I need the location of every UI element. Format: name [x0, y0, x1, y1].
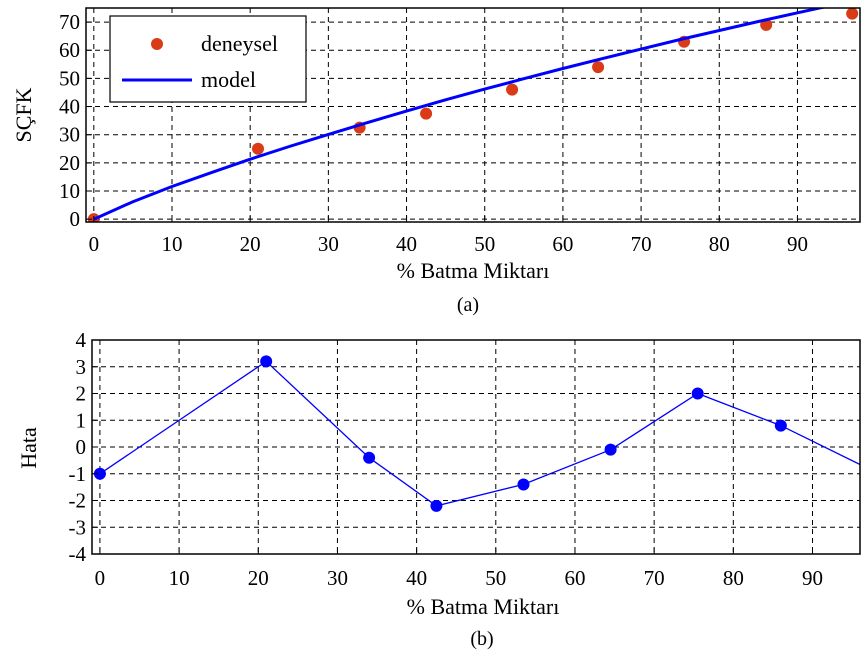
chart-b-caption: (b) — [470, 628, 493, 650]
chart-a-x-tick-label: 20 — [240, 232, 261, 256]
chart-b-error-point — [430, 499, 443, 512]
chart-b-y-tick-label: -2 — [69, 489, 87, 513]
chart-b-error-point — [93, 467, 106, 480]
chart-b-x-tick-label: 90 — [802, 566, 823, 590]
chart-b-error-point — [260, 355, 273, 368]
chart-a-x-tick-label: 0 — [89, 232, 100, 256]
legend-box — [109, 15, 307, 103]
chart-b-grid — [92, 339, 860, 555]
chart-b-x-tick-label: 60 — [564, 566, 585, 590]
chart-a-point-deneysel — [846, 8, 859, 20]
chart-b-error-point — [517, 478, 530, 491]
chart-a: 0 10 20 30 40 50 60 70 80 90 0 10 20 30 40 50 60 70 % Bat… — [11, 7, 861, 316]
chart-b-error-line — [99, 360, 860, 507]
chart-a-y-tick-label: 50 — [59, 66, 80, 90]
chart-a-point-deneysel — [592, 61, 605, 74]
chart-a-y-tick-label: 60 — [59, 38, 80, 62]
chart-a-x-label: % Batma Miktarı — [397, 258, 550, 283]
chart-b-y-tick-label: -1 — [69, 462, 87, 486]
chart-a-y-tick-label: 10 — [59, 179, 80, 203]
chart-b-x-tick-label: 80 — [723, 566, 744, 590]
chart-b-error-point — [774, 419, 787, 432]
chart-b-y-tick-label: 4 — [76, 328, 87, 352]
chart-b-x-tick-label: 30 — [327, 566, 348, 590]
chart-a-point-deneysel — [506, 83, 519, 96]
chart-b-error-point — [691, 387, 704, 400]
chart-a-y-label: SÇFK — [11, 87, 36, 142]
chart-a-ticks: 0 10 20 30 40 50 60 70 80 90 0 10 20 30 40 50 60 70 — [59, 10, 808, 256]
chart-b-x-tick-label: 70 — [644, 566, 665, 590]
chart-a-y-tick-label: 40 — [59, 95, 80, 119]
chart-a-x-tick-label: 60 — [552, 232, 573, 256]
legend-label-deneysel: deneysel — [201, 31, 278, 56]
legend-label-model: model — [201, 67, 256, 92]
chart-a-x-tick-label: 50 — [474, 232, 495, 256]
chart-b-y-tick-label: 1 — [76, 408, 87, 432]
chart-a-y-tick-label: 20 — [59, 151, 80, 175]
chart-a-x-tick-label: 90 — [787, 232, 808, 256]
chart-a-legend: deneysel model — [109, 15, 307, 103]
chart-b-y-label: Hata — [16, 427, 41, 469]
chart-b-y-tick-label: 2 — [76, 382, 87, 406]
chart-b-error-point — [363, 451, 376, 464]
chart-a-y-tick-label: 0 — [70, 207, 81, 231]
chart-a-x-tick-label: 70 — [631, 232, 652, 256]
chart-b-x-tick-label: 20 — [248, 566, 269, 590]
chart-a-x-tick-label: 80 — [709, 232, 730, 256]
chart-b-series — [93, 355, 860, 512]
chart-b-y-tick-label: 3 — [76, 355, 87, 379]
chart-a-series-model-line — [93, 8, 827, 221]
chart-a-caption: (a) — [457, 294, 479, 316]
chart-a-series — [87, 8, 859, 222]
chart-b-x-tick-label: 0 — [95, 566, 106, 590]
chart-a-frame — [85, 7, 861, 223]
chart-a-y-tick-label: 30 — [59, 123, 80, 147]
chart-a-x-tick-label: 10 — [162, 232, 183, 256]
chart-a-x-tick-label: 40 — [396, 232, 417, 256]
chart-a-x-tick-label: 30 — [318, 232, 339, 256]
chart-b-y-tick-label: -3 — [69, 515, 87, 539]
chart-b: 0 10 20 30 40 50 60 70 80 90 -4 -3-2 -1 0 12 3 4 % Batma… — [16, 328, 861, 650]
chart-a-y-tick-label: 70 — [59, 10, 80, 34]
chart-b-x-tick-label: 50 — [485, 566, 506, 590]
chart-b-y-tick-label: -4 — [69, 542, 87, 566]
chart-b-x-tick-label: 10 — [169, 566, 190, 590]
chart-b-ticks: 0 10 20 30 40 50 60 70 80 90 -4 -3-2 -1 0 12 3 4 — [69, 328, 823, 590]
chart-a-point-deneysel — [252, 142, 264, 155]
chart-a-point-deneysel — [420, 107, 433, 120]
chart-b-error-point — [604, 443, 617, 456]
chart-b-x-label: % Batma Miktarı — [407, 594, 560, 619]
chart-b-x-tick-label: 40 — [406, 566, 427, 590]
legend-marker-deneysel — [151, 38, 163, 50]
chart-b-y-tick-label: 0 — [76, 435, 87, 459]
